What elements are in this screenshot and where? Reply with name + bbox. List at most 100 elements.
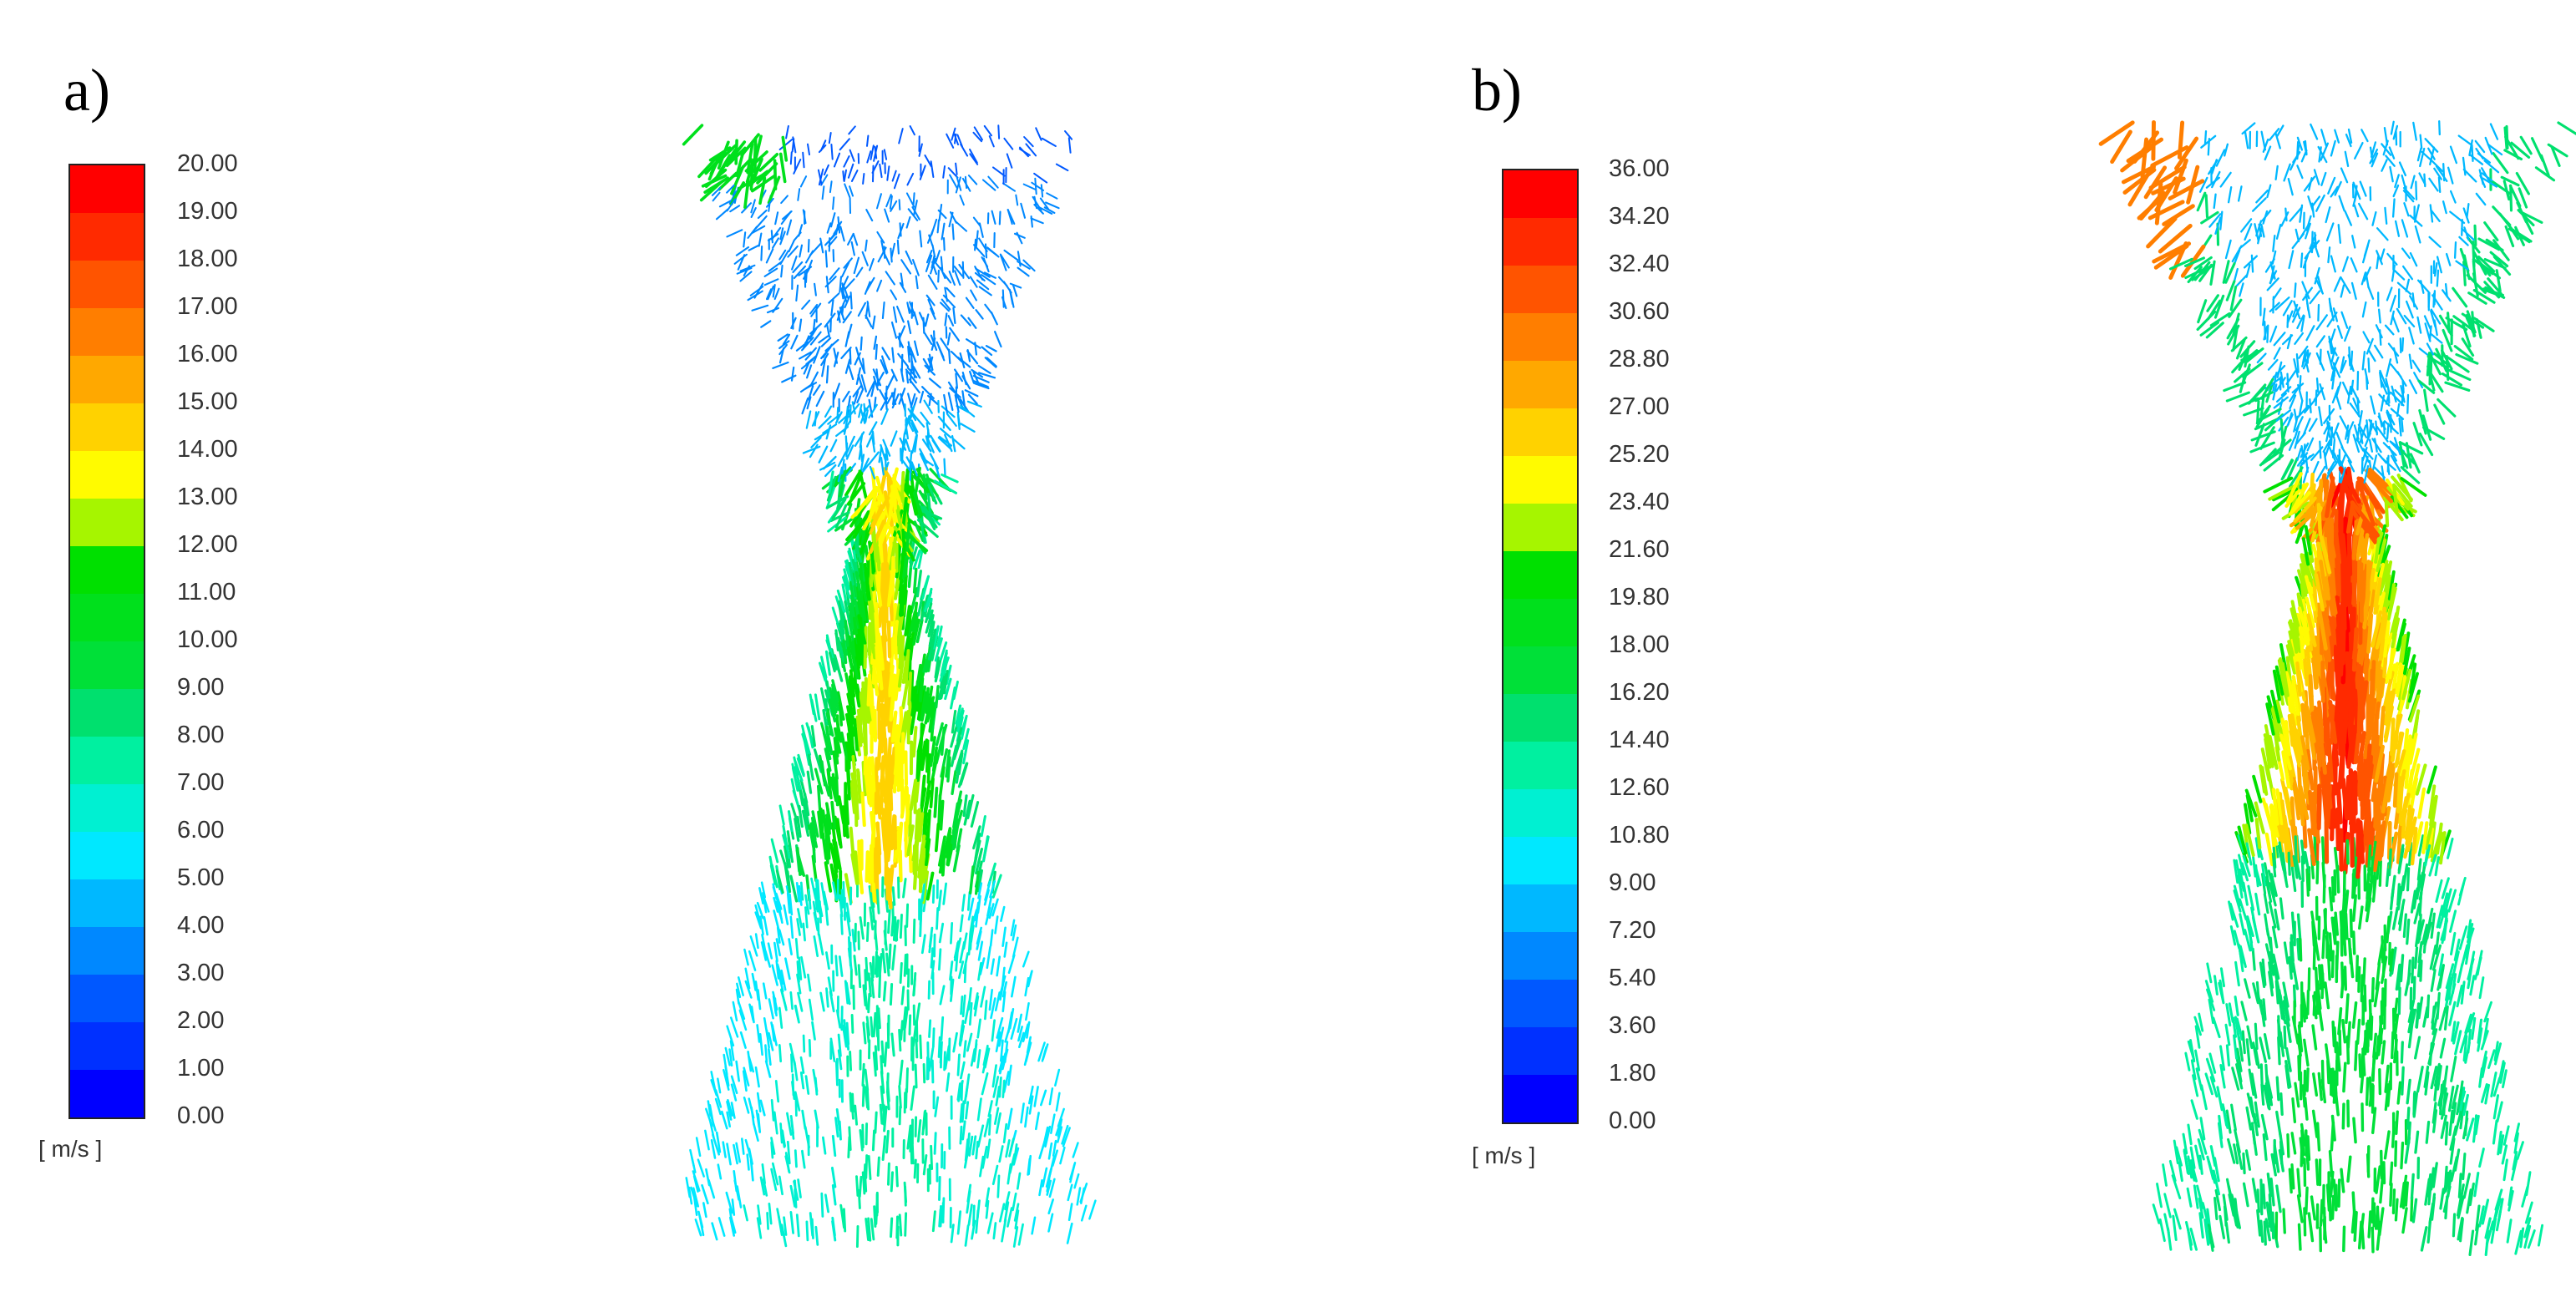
velocity-arrow xyxy=(942,882,947,905)
colorbar-tick-label: 25.20 xyxy=(1609,441,1670,468)
velocity-arrow xyxy=(2357,410,2363,430)
velocity-arrow xyxy=(2204,1072,2213,1096)
velocity-arrow xyxy=(2477,255,2496,273)
velocity-arrow xyxy=(2275,1110,2282,1137)
velocity-arrow xyxy=(2168,241,2188,280)
velocity-arrow xyxy=(2351,235,2356,249)
velocity-arrow xyxy=(865,209,874,222)
velocity-arrow xyxy=(953,368,964,383)
velocity-arrow xyxy=(2367,697,2377,741)
velocity-arrow xyxy=(2275,788,2284,826)
velocity-arrow xyxy=(905,192,915,208)
velocity-arrow xyxy=(2328,886,2334,912)
velocity-arrow xyxy=(1088,1199,1097,1220)
velocity-arrow xyxy=(2523,1224,2532,1249)
velocity-arrow xyxy=(933,787,939,818)
velocity-arrow xyxy=(2259,426,2275,450)
velocity-arrow xyxy=(901,496,908,531)
velocity-arrow xyxy=(874,145,878,160)
velocity-arrow xyxy=(2361,1030,2368,1059)
velocity-arrow xyxy=(960,314,971,327)
velocity-arrow xyxy=(2351,626,2359,672)
velocity-arrow xyxy=(921,575,930,600)
velocity-arrow xyxy=(756,1217,763,1239)
velocity-arrow xyxy=(2432,292,2436,308)
velocity-arrow xyxy=(962,727,970,750)
velocity-arrow xyxy=(966,350,979,365)
velocity-arrow xyxy=(2515,171,2530,195)
velocity-arrow xyxy=(865,1218,870,1242)
velocity-arrow xyxy=(936,219,941,234)
velocity-arrow xyxy=(2394,220,2401,237)
velocity-arrow xyxy=(728,1216,736,1237)
velocity-arrow xyxy=(763,897,770,913)
velocity-arrow xyxy=(1028,1085,1034,1105)
velocity-arrow xyxy=(2458,925,2468,950)
velocity-arrow xyxy=(795,1213,800,1238)
velocity-arrow xyxy=(2298,345,2309,359)
velocity-arrow xyxy=(849,648,860,680)
velocity-arrow xyxy=(835,1061,839,1087)
velocity-arrow xyxy=(2497,1130,2502,1156)
velocity-arrow xyxy=(939,766,946,797)
velocity-arrow xyxy=(2455,260,2469,271)
velocity-arrow xyxy=(2386,915,2391,944)
velocity-arrow xyxy=(834,955,839,977)
velocity-arrow xyxy=(900,732,905,765)
velocity-arrow xyxy=(2295,661,2302,697)
velocity-arrow xyxy=(2150,145,2189,168)
velocity-arrow xyxy=(2148,200,2185,220)
velocity-arrow xyxy=(2284,207,2288,222)
velocity-arrow xyxy=(2330,950,2335,979)
velocity-arrow xyxy=(778,905,783,924)
velocity-arrow xyxy=(913,311,919,326)
velocity-arrow xyxy=(2371,1226,2375,1254)
velocity-arrow xyxy=(2373,438,2378,453)
velocity-arrow xyxy=(2255,189,2269,204)
velocity-arrow xyxy=(2323,909,2328,935)
velocity-arrow xyxy=(2530,137,2544,162)
velocity-arrow xyxy=(2259,1219,2264,1244)
velocity-arrow xyxy=(898,325,906,339)
velocity-arrow xyxy=(885,271,895,286)
velocity-arrow xyxy=(2305,325,2315,342)
velocity-arrow xyxy=(807,385,814,401)
velocity-arrow xyxy=(2330,139,2336,157)
velocity-arrow xyxy=(2193,1184,2199,1209)
velocity-arrow xyxy=(989,929,994,947)
velocity-arrow xyxy=(2263,1220,2267,1246)
velocity-arrow xyxy=(2352,511,2380,548)
velocity-arrow xyxy=(923,506,938,529)
velocity-arrow xyxy=(2206,1155,2215,1181)
velocity-arrow xyxy=(849,1051,853,1072)
velocity-arrow xyxy=(746,1153,750,1171)
velocity-arrow xyxy=(906,968,910,988)
velocity-arrow xyxy=(2427,147,2436,160)
velocity-arrow xyxy=(2367,357,2371,373)
velocity-arrow xyxy=(850,1013,854,1034)
velocity-arrow xyxy=(2391,946,2397,975)
velocity-arrow xyxy=(942,669,949,695)
velocity-arrow xyxy=(858,403,863,418)
velocity-arrow xyxy=(772,883,778,899)
velocity-arrow xyxy=(2340,446,2352,464)
velocity-arrow xyxy=(2448,1109,2454,1137)
velocity-arrow xyxy=(2318,406,2323,427)
velocity-arrow xyxy=(2422,1006,2429,1028)
velocity-arrow xyxy=(2189,1146,2196,1169)
velocity-arrow xyxy=(2252,774,2263,803)
velocity-arrow xyxy=(1010,1017,1018,1040)
velocity-arrow xyxy=(2218,981,2225,1003)
velocity-arrow xyxy=(2266,1172,2273,1198)
velocity-arrow xyxy=(2293,496,2317,523)
velocity-arrow xyxy=(2413,1036,2421,1060)
velocity-arrow xyxy=(2459,247,2470,272)
velocity-arrow xyxy=(893,173,900,190)
velocity-arrow xyxy=(2447,889,2457,913)
velocity-arrow xyxy=(757,1204,762,1225)
velocity-arrow xyxy=(790,1053,794,1073)
velocity-arrow xyxy=(2483,160,2500,174)
velocity-arrow xyxy=(2438,314,2453,337)
velocity-arrow xyxy=(2193,256,2213,271)
velocity-arrow xyxy=(910,461,918,477)
